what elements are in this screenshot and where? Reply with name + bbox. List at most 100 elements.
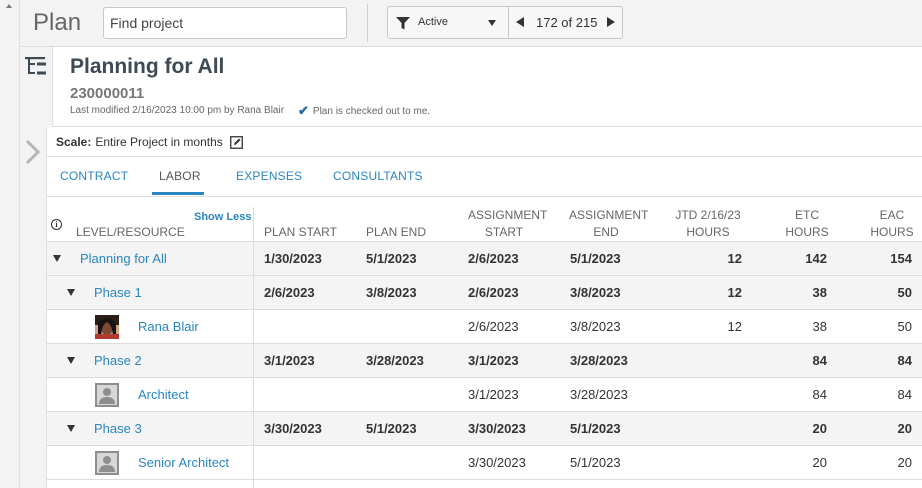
cell-plan-start: 2/6/2023 [264, 285, 315, 300]
header-etc-line2: HOURS [785, 225, 829, 239]
collapse-caret-icon[interactable] [6, 4, 12, 8]
table-row: Phase 1 2/6/2023 3/8/2023 2/6/2023 3/8/2… [47, 276, 922, 310]
info-icon[interactable]: i [51, 219, 62, 230]
cell-jtd-hours: 12 [727, 319, 742, 334]
cell-etc-hours: 142 [805, 251, 827, 266]
collapse-triangle-icon[interactable] [67, 425, 75, 432]
table-row: Phase 2 3/1/2023 3/28/2023 3/1/2023 3/28… [47, 344, 922, 378]
cell-eac-hours: 84 [897, 353, 912, 368]
labor-table: i Show Less LEVEL/RESOURCE PLAN START PL… [47, 197, 922, 488]
header-assignment-start: ASSIGNMENT START [468, 207, 548, 241]
cell-plan-end: 5/1/2023 [366, 421, 417, 436]
app-title: Plan [33, 9, 82, 36]
checkout-status: ✔ Plan is checked out to me. [298, 103, 430, 119]
cell-plan-start: 3/30/2023 [264, 421, 322, 436]
table-row: Planning for All 1/30/2023 5/1/2023 2/6/… [47, 242, 922, 276]
cell-etc-hours: 38 [812, 319, 827, 334]
header-plan-end: PLAN END [366, 225, 427, 239]
header-etc-line1: ETC [795, 208, 819, 222]
cell-assignment-start: 3/1/2023 [468, 353, 519, 368]
cell-assignment-end: 5/1/2023 [570, 455, 621, 470]
cell-assignment-start: 2/6/2023 [468, 319, 519, 334]
row-name-link[interactable]: Phase 1 [94, 285, 142, 300]
active-tab-indicator [152, 192, 204, 195]
cell-plan-end: 5/1/2023 [366, 251, 417, 266]
table-row: Rana Blair 2/6/2023 3/8/2023 12 38 50 [47, 310, 922, 344]
cell-etc-hours: 84 [812, 387, 827, 402]
header-eac-hours: EAC HOURS [867, 207, 917, 241]
column-separator [253, 207, 254, 488]
cell-eac-hours: 50 [897, 285, 912, 300]
last-modified-text: Last modified 2/16/2023 10:00 pm by Rana… [70, 105, 285, 116]
cell-etc-hours: 20 [812, 421, 827, 436]
cell-assignment-start: 2/6/2023 [468, 251, 519, 266]
cell-jtd-hours: 12 [727, 285, 742, 300]
tab-labor[interactable]: LABOR [159, 169, 201, 183]
header-assignment-end-line1: ASSIGNMENT [569, 208, 649, 222]
toolbar-divider [367, 4, 368, 42]
plan-name: Planning for All [70, 55, 225, 78]
scale-label: Scale: [56, 135, 92, 149]
cell-etc-hours: 20 [812, 455, 827, 470]
cell-assignment-end: 3/8/2023 [570, 319, 621, 334]
header-eac-line1: EAC [879, 208, 905, 222]
tab-expenses[interactable]: EXPENSES [236, 169, 303, 183]
next-project-button[interactable] [607, 17, 615, 27]
collapse-triangle-icon[interactable] [67, 289, 75, 296]
cell-assignment-end: 5/1/2023 [570, 251, 621, 266]
collapse-triangle-icon[interactable] [53, 255, 61, 262]
cell-assignment-end: 3/28/2023 [570, 353, 628, 368]
cell-assignment-end: 5/1/2023 [570, 421, 621, 436]
cell-eac-hours: 84 [897, 387, 912, 402]
chevron-right-icon[interactable] [24, 139, 42, 165]
header-eac-line2: HOURS [870, 225, 914, 239]
user-photo-avatar [95, 315, 119, 339]
cell-eac-hours: 20 [897, 421, 912, 436]
cell-assignment-start: 2/6/2023 [468, 285, 519, 300]
tab-contract[interactable]: CONTRACT [60, 169, 129, 183]
header-level-resource: LEVEL/RESOURCE [76, 225, 185, 239]
table-row: Architect 3/1/2023 3/28/2023 84 84 [47, 378, 922, 412]
collapse-triangle-icon[interactable] [67, 357, 75, 364]
tab-bar: CONTRACT LABOR EXPENSES CONSULTANTS [47, 157, 922, 197]
cell-assignment-start: 3/1/2023 [468, 387, 519, 402]
row-name-link[interactable]: Phase 2 [94, 353, 142, 368]
previous-project-button[interactable] [516, 17, 524, 27]
show-less-link[interactable]: Show Less [194, 211, 252, 223]
filter-icon [396, 17, 410, 30]
cell-assignment-start: 3/30/2023 [468, 455, 526, 470]
tab-consultants[interactable]: CONSULTANTS [333, 169, 423, 183]
row-name-link[interactable]: Rana Blair [138, 319, 199, 334]
side-expand-panel [20, 127, 47, 488]
header-plan-start: PLAN START [264, 225, 337, 239]
tree-view-icon[interactable] [25, 56, 47, 76]
plan-number: 230000011 [70, 85, 145, 102]
chevron-down-icon [488, 20, 496, 26]
table-header: i Show Less LEVEL/RESOURCE PLAN START PL… [47, 205, 922, 242]
find-project-input[interactable] [103, 7, 347, 39]
row-name-link[interactable]: Architect [138, 387, 189, 402]
checkout-status-text: Plan is checked out to me. [312, 105, 431, 117]
header-assignment-start-line1: ASSIGNMENT [468, 208, 548, 222]
header-divider [53, 126, 922, 127]
cell-plan-start: 3/1/2023 [264, 353, 315, 368]
tree-toggle-panel [20, 47, 53, 127]
cell-eac-hours: 154 [890, 251, 912, 266]
cell-eac-hours: 20 [897, 455, 912, 470]
header-jtd-line2: HOURS [686, 225, 730, 239]
header-jtd-line1: JTD 2/16/23 [675, 208, 741, 222]
checkmark-icon: ✔ [298, 103, 309, 118]
row-name-link[interactable]: Planning for All [80, 251, 167, 266]
header-assignment-end-line2: END [593, 225, 619, 239]
header-assignment-start-line2: START [484, 225, 524, 239]
cell-plan-start: 1/30/2023 [264, 251, 322, 266]
edit-icon[interactable] [229, 135, 243, 149]
top-bar: Plan Active 172 of 215 [20, 0, 922, 47]
scale-setting: Scale: Entire Project in months [56, 135, 243, 149]
filter-pager-control: Active 172 of 215 [387, 6, 623, 39]
row-name-link[interactable]: Phase 3 [94, 421, 142, 436]
cell-assignment-start: 3/30/2023 [468, 421, 526, 436]
row-name-link[interactable]: Senior Architect [138, 455, 230, 470]
cell-etc-hours: 38 [812, 285, 827, 300]
status-filter-select[interactable]: Active [388, 7, 509, 38]
